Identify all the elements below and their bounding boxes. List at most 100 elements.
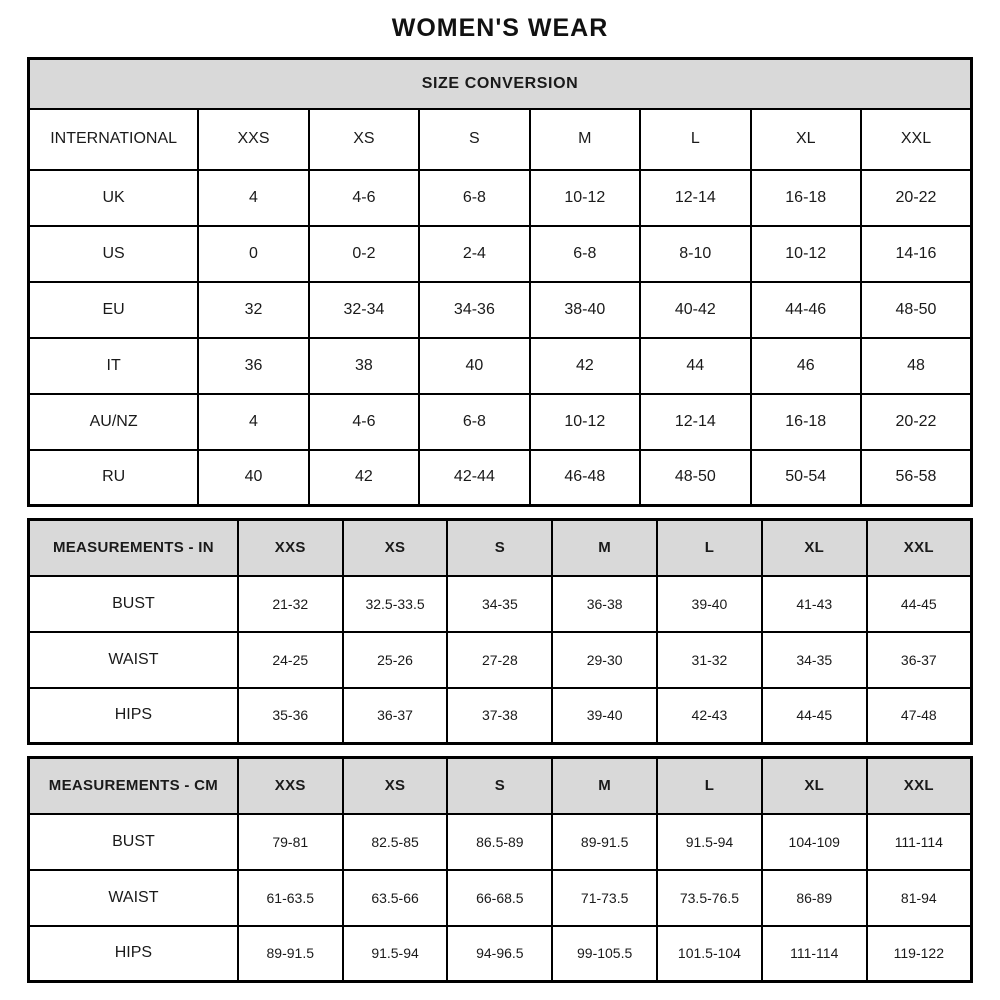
row-label: WAIST: [27, 630, 239, 689]
size-header: XS: [307, 107, 421, 171]
value-cell: 38-40: [528, 280, 642, 339]
value-cell: 35-36: [236, 686, 344, 745]
row-label: RU: [27, 448, 200, 507]
size-header: XXS: [236, 756, 344, 815]
size-header: XXS: [197, 107, 310, 171]
header-label: MEASUREMENTS - IN: [27, 518, 239, 577]
size-header: L: [639, 107, 752, 171]
value-cell: 2-4: [418, 224, 531, 283]
value-cell: 32: [197, 280, 310, 339]
value-cell: 32-34: [307, 280, 421, 339]
table-row: AU/NZ 4 4-6 6-8 10-12 12-14 16-18 20-22: [27, 392, 973, 451]
size-header: M: [551, 756, 659, 815]
value-cell: 99-105.5: [551, 924, 659, 983]
value-cell: 48-50: [639, 448, 752, 507]
value-cell: 46: [749, 336, 862, 395]
value-cell: 0-2: [307, 224, 421, 283]
value-cell: 44-45: [865, 574, 973, 633]
size-header: XL: [760, 756, 868, 815]
value-cell: 21-32: [236, 574, 344, 633]
value-cell: 27-28: [446, 630, 554, 689]
size-header: M: [551, 518, 659, 577]
value-cell: 41-43: [760, 574, 868, 633]
value-cell: 48: [859, 336, 973, 395]
value-cell: 20-22: [859, 168, 973, 227]
row-label: BUST: [27, 812, 239, 871]
row-label: HIPS: [27, 924, 239, 983]
value-cell: 42-44: [418, 448, 531, 507]
row-label: UK: [27, 168, 200, 227]
size-header: XXL: [859, 107, 973, 171]
header-label: INTERNATIONAL: [27, 107, 200, 171]
size-header: S: [446, 756, 554, 815]
value-cell: 44-45: [760, 686, 868, 745]
row-label: EU: [27, 280, 200, 339]
value-cell: 111-114: [760, 924, 868, 983]
value-cell: 61-63.5: [236, 868, 344, 927]
row-label: HIPS: [27, 686, 239, 745]
value-cell: 39-40: [656, 574, 763, 633]
value-cell: 4: [197, 168, 310, 227]
value-cell: 4-6: [307, 392, 421, 451]
value-cell: 32.5-33.5: [341, 574, 449, 633]
value-cell: 50-54: [749, 448, 862, 507]
table-row: UK 4 4-6 6-8 10-12 12-14 16-18 20-22: [27, 168, 973, 227]
table-row: BUST 79-81 82.5-85 86.5-89 89-91.5 91.5-94 104…: [27, 812, 973, 871]
value-cell: 14-16: [859, 224, 973, 283]
page-title: WOMEN'S WEAR: [391, 14, 609, 42]
table-row: WAIST 61-63.5 63.5-66 66-68.5 71-73.5 73.5-76…: [27, 868, 973, 927]
value-cell: 94-96.5: [446, 924, 554, 983]
value-cell: 73.5-76.5: [656, 868, 763, 927]
row-label: WAIST: [27, 868, 239, 927]
row-label: IT: [27, 336, 200, 395]
value-cell: 79-81: [236, 812, 344, 871]
value-cell: 6-8: [418, 168, 531, 227]
table-row: US 0 0-2 2-4 6-8 8-10 10-12 14-16: [27, 224, 973, 283]
value-cell: 38: [307, 336, 421, 395]
value-cell: 12-14: [639, 392, 752, 451]
value-cell: 10-12: [528, 168, 642, 227]
size-header: XS: [341, 756, 449, 815]
size-header: M: [528, 107, 642, 171]
row-label: BUST: [27, 574, 239, 633]
value-cell: 0: [197, 224, 310, 283]
value-cell: 39-40: [551, 686, 659, 745]
size-header: L: [656, 756, 763, 815]
table-row: WAIST 24-25 25-26 27-28 29-30 31-32 34-35 36-37: [27, 630, 973, 689]
header-row: INTERNATIONAL XXS XS S M L XL XXL: [27, 107, 973, 171]
value-cell: 16-18: [749, 392, 862, 451]
value-cell: 4-6: [307, 168, 421, 227]
value-cell: 6-8: [528, 224, 642, 283]
value-cell: 89-91.5: [551, 812, 659, 871]
value-cell: 34-35: [760, 630, 868, 689]
value-cell: 119-122: [865, 924, 973, 983]
value-cell: 82.5-85: [341, 812, 449, 871]
value-cell: 71-73.5: [551, 868, 659, 927]
value-cell: 63.5-66: [341, 868, 449, 927]
value-cell: 86-89: [760, 868, 868, 927]
table-row: IT 36 38 40 42 44 46 48: [27, 336, 973, 395]
value-cell: 34-36: [418, 280, 531, 339]
value-cell: 101.5-104: [656, 924, 763, 983]
header-row: MEASUREMENTS - CM XXS XS S M L XL XXL: [27, 756, 973, 815]
value-cell: 20-22: [859, 392, 973, 451]
value-cell: 40: [197, 448, 310, 507]
value-cell: 34-35: [446, 574, 554, 633]
value-cell: 56-58: [859, 448, 973, 507]
size-header: XXS: [236, 518, 344, 577]
table-title: SIZE CONVERSION: [27, 57, 973, 110]
value-cell: 25-26: [341, 630, 449, 689]
row-label: AU/NZ: [27, 392, 200, 451]
size-header: S: [418, 107, 531, 171]
value-cell: 44: [639, 336, 752, 395]
value-cell: 8-10: [639, 224, 752, 283]
value-cell: 104-109: [760, 812, 868, 871]
value-cell: 40: [418, 336, 531, 395]
value-cell: 31-32: [656, 630, 763, 689]
value-cell: 81-94: [865, 868, 973, 927]
value-cell: 37-38: [446, 686, 554, 745]
size-header: XL: [749, 107, 862, 171]
value-cell: 6-8: [418, 392, 531, 451]
size-header: XXL: [865, 756, 973, 815]
